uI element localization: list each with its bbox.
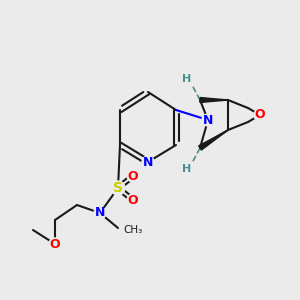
Circle shape — [127, 170, 139, 182]
Text: S: S — [113, 181, 123, 195]
Circle shape — [142, 156, 154, 168]
Text: H: H — [182, 164, 192, 174]
Text: O: O — [255, 109, 265, 122]
Text: H: H — [182, 74, 192, 84]
Circle shape — [254, 109, 266, 121]
Text: N: N — [95, 206, 105, 220]
Polygon shape — [199, 130, 228, 150]
Text: O: O — [128, 169, 138, 182]
Text: O: O — [50, 238, 60, 250]
Circle shape — [111, 181, 125, 195]
Circle shape — [49, 238, 61, 250]
Circle shape — [127, 194, 139, 206]
Circle shape — [202, 114, 214, 126]
Polygon shape — [200, 98, 228, 103]
Text: CH₃: CH₃ — [123, 225, 142, 235]
Circle shape — [94, 207, 106, 219]
Text: N: N — [203, 113, 213, 127]
Text: O: O — [128, 194, 138, 206]
Text: N: N — [143, 155, 153, 169]
